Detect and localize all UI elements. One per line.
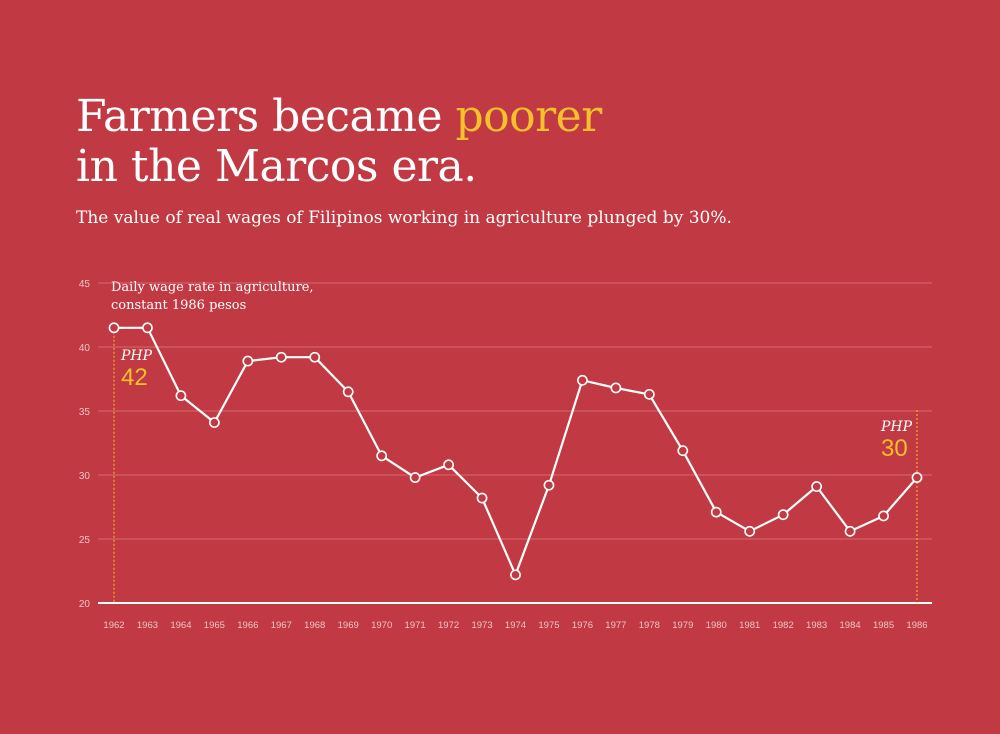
x-tick-label-1979: 1979 [672, 620, 693, 631]
y-tick-label-40: 40 [79, 343, 91, 354]
headline-line2: in the Marcos era. [76, 141, 477, 192]
data-point-1977 [610, 382, 622, 394]
data-point-1982 [777, 509, 789, 521]
x-tick-label-1986: 1986 [906, 620, 927, 631]
data-point-1986 [911, 472, 923, 483]
data-point-1978 [643, 388, 655, 400]
x-tick-label-1975: 1975 [538, 620, 559, 631]
x-tick-label-1980: 1980 [706, 620, 727, 631]
data-point-1981 [744, 525, 756, 537]
y-tick-label-30: 30 [79, 471, 91, 482]
x-tick-label-1971: 1971 [405, 620, 426, 631]
x-axis-ticks: 1962 1963 1964 1965 1966 1967 1968 1969 1970 1971… [103, 620, 927, 631]
annotation-currency-1962: PHP [120, 348, 153, 364]
subtitle: The value of real wages of Filipinos wor… [76, 208, 732, 228]
x-tick-label-1984: 1984 [840, 620, 861, 631]
x-tick-label-1977: 1977 [605, 620, 626, 631]
x-tick-label-1981: 1981 [739, 620, 760, 631]
x-tick-label-1963: 1963 [137, 620, 158, 631]
data-point-1970 [376, 450, 388, 462]
annotation-value-1962: 42 [121, 364, 148, 391]
x-tick-label-1973: 1973 [471, 620, 492, 631]
x-tick-label-1962: 1962 [103, 620, 124, 631]
x-tick-label-1972: 1972 [438, 620, 459, 631]
x-tick-label-1970: 1970 [371, 620, 392, 631]
series-points [108, 322, 923, 581]
y-axis-ticks: 20 25 30 35 40 45 [79, 279, 91, 610]
data-point-1967 [275, 351, 287, 363]
data-point-1976 [577, 374, 588, 386]
x-tick-label-1968: 1968 [304, 620, 325, 631]
data-point-1973 [476, 492, 488, 504]
x-tick-label-1985: 1985 [873, 620, 894, 631]
series-line [114, 326, 918, 576]
y-tick-label-20: 20 [79, 599, 91, 610]
x-tick-label-1982: 1982 [773, 620, 794, 631]
headline: Farmers became poorer in the Marcos era. [76, 92, 602, 192]
y-tick-label-35: 35 [79, 407, 91, 418]
data-point-1963 [142, 322, 153, 334]
y-tick-label-25: 25 [79, 535, 91, 546]
data-point-1968 [309, 351, 321, 363]
x-tick-label-1978: 1978 [639, 620, 660, 631]
data-point-1965 [208, 417, 220, 428]
data-point-1962 [108, 322, 120, 334]
data-point-1979 [677, 445, 689, 457]
x-tick-label-1965: 1965 [204, 620, 225, 631]
x-tick-label-1974: 1974 [505, 620, 526, 631]
data-point-1971 [409, 472, 421, 483]
y-tick-label-45: 45 [79, 279, 91, 290]
x-tick-label-1976: 1976 [572, 620, 593, 631]
x-tick-label-1967: 1967 [271, 620, 292, 631]
data-point-1969 [342, 386, 354, 398]
data-point-1966 [242, 355, 254, 367]
data-point-1964 [175, 390, 187, 402]
chart-grid [98, 282, 932, 604]
data-point-1974 [510, 569, 521, 581]
y-axis-label-line2: constant 1986 pesos [111, 298, 246, 313]
y-axis-label-line1: Daily wage rate in agriculture, [111, 280, 314, 295]
data-point-1984 [844, 525, 856, 537]
headline-line1-pre: Farmers became [76, 91, 456, 142]
x-tick-label-1964: 1964 [170, 620, 191, 631]
annotation-value-1986: 30 [881, 435, 908, 462]
x-tick-label-1969: 1969 [338, 620, 359, 631]
annotation-currency-1986: PHP [880, 419, 913, 435]
x-tick-label-1966: 1966 [237, 620, 258, 631]
headline-highlight: poorer [455, 91, 603, 142]
data-point-1985 [878, 510, 889, 522]
data-point-1972 [443, 459, 454, 471]
data-point-1980 [710, 506, 722, 518]
data-point-1975 [543, 479, 555, 491]
data-point-1983 [811, 481, 823, 492]
x-tick-label-1983: 1983 [806, 620, 827, 631]
